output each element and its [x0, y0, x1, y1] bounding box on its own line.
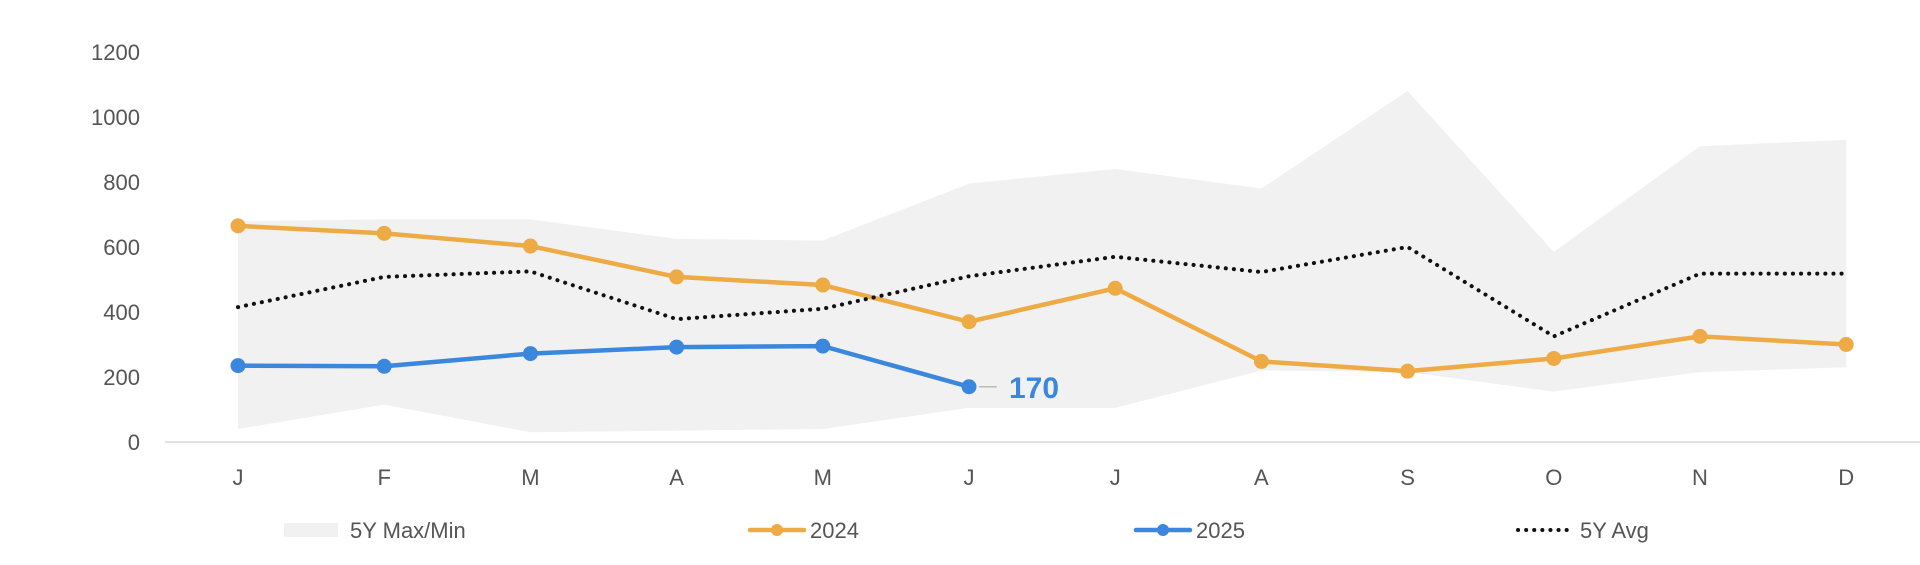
y-tick-label: 0 [128, 430, 140, 455]
y-tick-label: 1200 [91, 40, 140, 65]
x-tick-label: A [669, 465, 684, 490]
x-tick-label: F [377, 465, 390, 490]
data-point-2024 [1253, 353, 1269, 369]
data-point-2024 [1107, 280, 1123, 296]
x-tick-label: A [1254, 465, 1269, 490]
legend-swatch-5y-max-min [284, 523, 338, 537]
x-tick-label: N [1692, 465, 1708, 490]
data-point-2024 [669, 269, 685, 285]
data-point-2024 [1692, 328, 1708, 344]
y-tick-label: 800 [103, 170, 140, 195]
data-point-2024 [522, 238, 538, 254]
data-point-2024 [1400, 363, 1416, 379]
x-tick-label: S [1400, 465, 1415, 490]
data-point-2025 [961, 379, 977, 395]
data-point-2024 [1838, 337, 1854, 352]
legend-marker-2025 [1157, 524, 1169, 536]
data-point-2024 [815, 277, 831, 293]
y-tick-label: 1000 [91, 105, 140, 130]
data-point-2025 [669, 339, 685, 355]
x-tick-label: M [814, 465, 832, 490]
x-tick-label: O [1545, 465, 1562, 490]
data-point-2024 [230, 218, 246, 234]
data-point-2025 [522, 346, 538, 362]
x-tick-label: J [233, 465, 244, 490]
data-point-2025 [376, 358, 392, 374]
legend-marker-2024 [771, 524, 783, 536]
series-end-value-label: 170 [1009, 372, 1059, 405]
x-tick-label: M [521, 465, 539, 490]
data-point-2024 [376, 225, 392, 241]
data-point-2025 [815, 338, 831, 354]
series-line-5y-avg [236, 245, 1849, 339]
x-tick-label: J [1110, 465, 1121, 490]
y-tick-label: 200 [103, 365, 140, 390]
x-tick-label: J [964, 465, 975, 490]
series-line-2025 [235, 343, 972, 389]
series-line-2024 [235, 223, 1849, 374]
data-point-2025 [230, 358, 246, 374]
legend-label-2025: 2025 [1196, 518, 1245, 543]
legend-label-5y-avg: 5Y Avg [1580, 518, 1649, 543]
legend-label-5y-max-min: 5Y Max/Min [350, 518, 466, 543]
y-tick-label: 600 [103, 235, 140, 260]
y-tick-label: 400 [103, 300, 140, 325]
x-tick-label: D [1838, 465, 1854, 490]
data-point-2024 [1546, 350, 1562, 366]
data-point-2024 [961, 314, 977, 330]
legend-label-2024: 2024 [810, 518, 859, 543]
